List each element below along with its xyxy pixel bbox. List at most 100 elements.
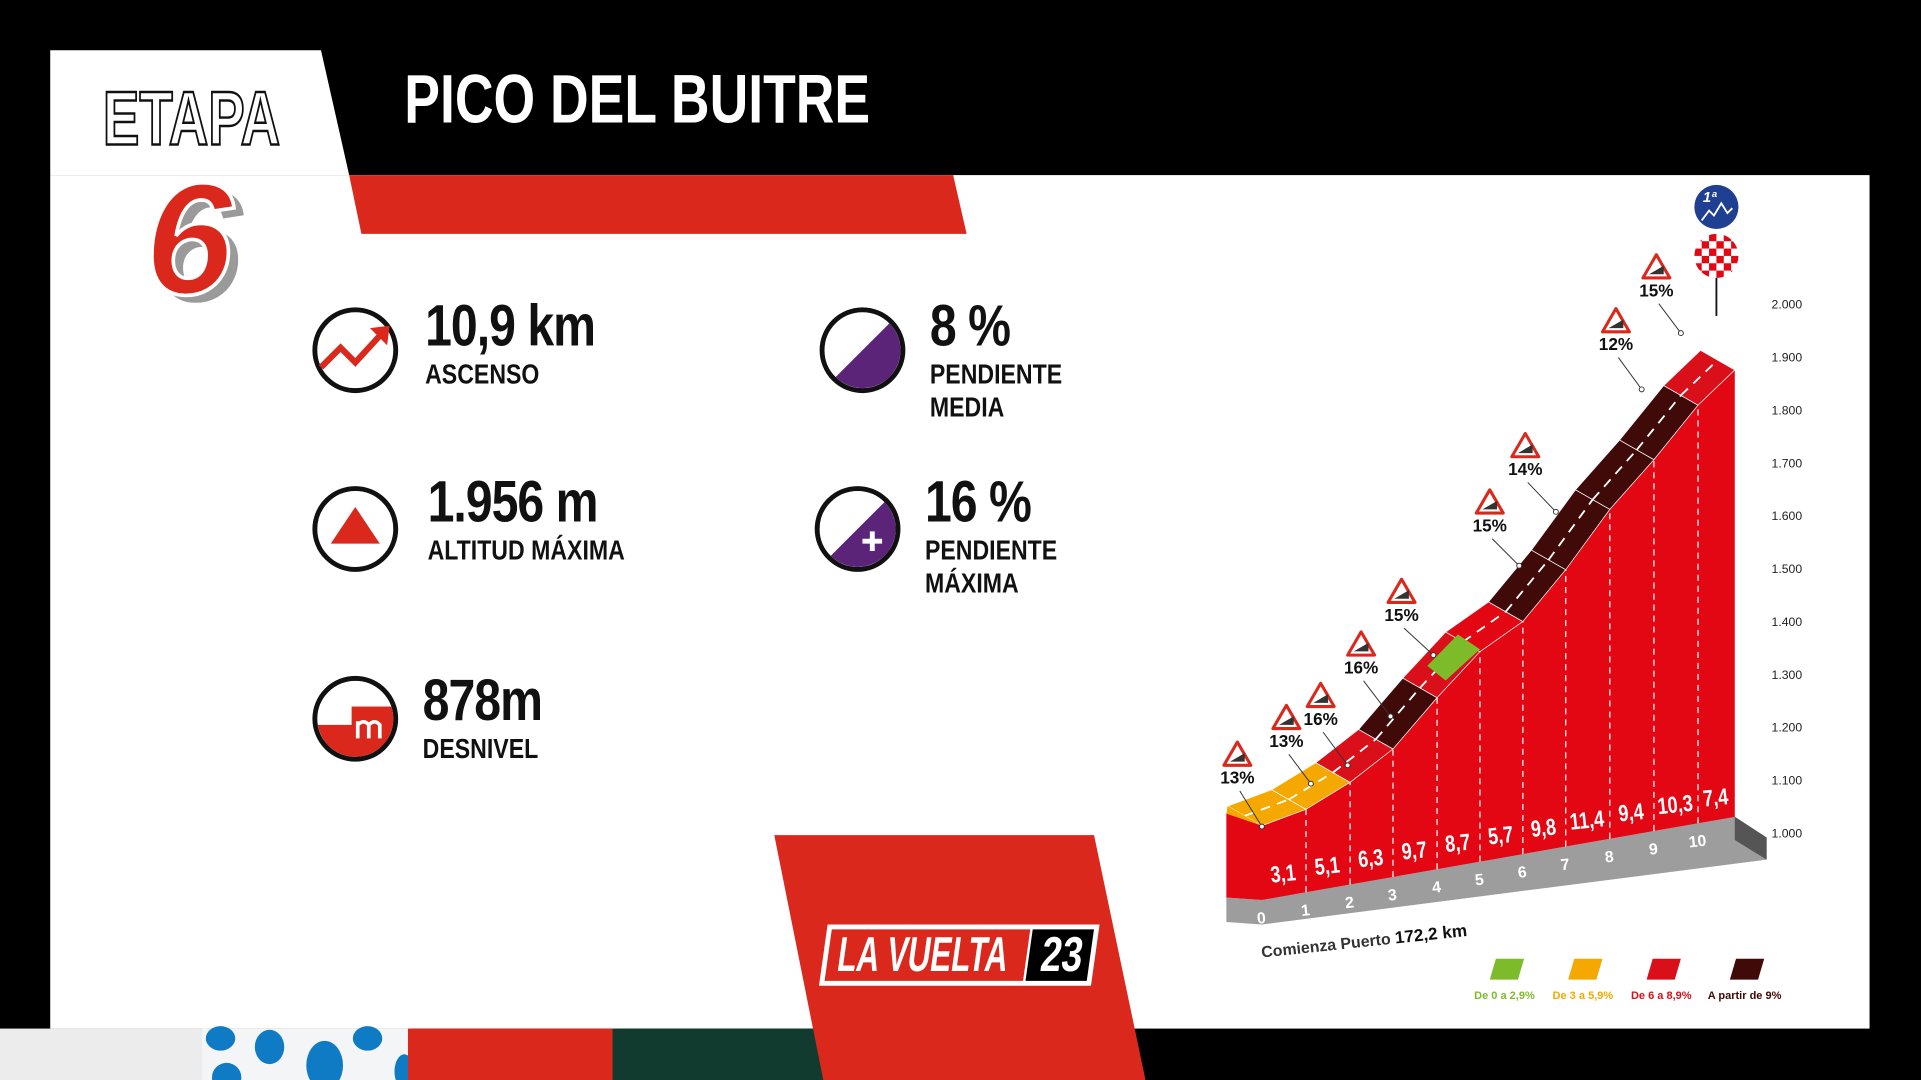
ramp-warning-sign: 14% bbox=[1508, 431, 1559, 515]
stat-elevation-gain: 878m DESNIVEL bbox=[422, 668, 569, 765]
road-centerline bbox=[1636, 394, 1682, 451]
road-centerline bbox=[1504, 559, 1550, 613]
ramp-percent-label: 13% bbox=[1220, 768, 1254, 788]
stage-tab bbox=[50, 50, 350, 176]
footer-red-block bbox=[407, 1028, 617, 1080]
ramp-warning-sign: 13% bbox=[1269, 703, 1314, 787]
stat-value: 10,9 km bbox=[425, 293, 596, 359]
profile-base-end bbox=[1734, 816, 1767, 860]
ramp-warning-sign: 13% bbox=[1220, 740, 1265, 830]
legend-item: De 3 a 5,9% bbox=[1553, 958, 1614, 1002]
altitude-tick-label: 1.500 bbox=[1772, 562, 1803, 576]
page-title: PICO DEL BUITRE bbox=[404, 60, 871, 138]
gradient-icon bbox=[819, 307, 906, 394]
altitude-tick-label: 1.200 bbox=[1772, 721, 1803, 735]
ramp-warning-sign: 15% bbox=[1384, 577, 1437, 659]
stat-label: ASCENSO bbox=[425, 357, 540, 390]
legend-swatch bbox=[1489, 958, 1525, 980]
trend-up-icon bbox=[312, 307, 399, 394]
legend-swatch bbox=[1568, 958, 1603, 980]
segment-gradient-label: 5,1 bbox=[1313, 852, 1341, 880]
segment-gradient-label: 9,8 bbox=[1530, 814, 1558, 842]
km-tick-label: 1 bbox=[1300, 902, 1311, 920]
road-centerline bbox=[1547, 499, 1594, 561]
title-red-bar bbox=[349, 175, 967, 234]
legend-item: De 0 a 2,9% bbox=[1474, 958, 1535, 1002]
stat-label: PENDIENTE MÁXIMA bbox=[924, 533, 1058, 599]
ramp-warning-sign: 12% bbox=[1599, 307, 1645, 393]
legend-label: De 6 a 8,9% bbox=[1631, 990, 1692, 1002]
footer-gray-block bbox=[0, 1028, 206, 1080]
road-centerline bbox=[1680, 359, 1719, 397]
road-centerline bbox=[1244, 798, 1290, 817]
altitude-tick-label: 1.700 bbox=[1772, 456, 1803, 470]
stat-label: DESNIVEL bbox=[422, 732, 539, 765]
stat-label: PENDIENTE MEDIA bbox=[929, 357, 1063, 423]
legend-swatch bbox=[1729, 958, 1765, 980]
altitude-tick-label: 2.000 bbox=[1772, 298, 1803, 312]
km-tick-label: 2 bbox=[1344, 894, 1355, 912]
legend-label: De 3 a 5,9% bbox=[1553, 990, 1614, 1002]
km-tick-label: 8 bbox=[1604, 849, 1615, 867]
stat-value: 8 % bbox=[929, 293, 1011, 359]
stat-max-gradient: 16 % PENDIENTE MÁXIMA bbox=[924, 470, 1109, 600]
segment-gradient-label: 8,7 bbox=[1444, 829, 1472, 857]
segment-gradient-label: 3,1 bbox=[1269, 860, 1297, 888]
segment-gradient-label: 11,4 bbox=[1569, 806, 1606, 835]
ramp-warning-sign: 16% bbox=[1304, 681, 1351, 769]
stat-ascent: 10,9 km ASCENSO bbox=[425, 296, 632, 390]
km-tick-label: 10 bbox=[1688, 833, 1708, 852]
legend-label: A partir de 9% bbox=[1708, 990, 1782, 1002]
ramp-percent-label: 12% bbox=[1599, 334, 1633, 354]
ramp-percent-label: 16% bbox=[1304, 709, 1338, 729]
altitude-tick-label: 1.100 bbox=[1772, 774, 1803, 788]
legend-swatch bbox=[1646, 958, 1681, 980]
km-tick-label: 5 bbox=[1474, 872, 1485, 890]
ramp-percent-label: 14% bbox=[1508, 459, 1542, 479]
ramp-percent-label: 16% bbox=[1344, 657, 1378, 677]
ramp-percent-label: 15% bbox=[1639, 280, 1673, 300]
segment-gradient-label: 5,7 bbox=[1487, 822, 1515, 850]
flat-section bbox=[1427, 634, 1480, 681]
legend-item: A partir de 9% bbox=[1708, 958, 1782, 1002]
stat-value: 1.956 m bbox=[427, 470, 599, 536]
stat-value: 878m bbox=[422, 668, 543, 734]
stage-word: ETAPA bbox=[102, 76, 281, 163]
stat-label: ALTITUD MÁXIMA bbox=[427, 533, 625, 566]
altitude-tick-label: 1.900 bbox=[1772, 350, 1803, 364]
ramp-warning-sign: 15% bbox=[1639, 253, 1684, 337]
legend-label: De 0 a 2,9% bbox=[1474, 990, 1535, 1002]
altitude-tick-label: 1.400 bbox=[1772, 615, 1803, 629]
altitude-tick-label: 1.600 bbox=[1772, 509, 1803, 523]
km-tick-label: 7 bbox=[1560, 856, 1571, 874]
road-centerline bbox=[1591, 449, 1638, 501]
km-tick-label: 3 bbox=[1387, 887, 1398, 905]
segment-gradient-label: 9,7 bbox=[1400, 837, 1428, 865]
category-badge-icon: 1ª bbox=[1694, 184, 1739, 229]
legend-item: De 6 a 8,9% bbox=[1631, 958, 1692, 1002]
altitude-tick-label: 1.000 bbox=[1772, 827, 1803, 841]
stat-value: 16 % bbox=[924, 470, 1032, 536]
elevation-gain-icon bbox=[312, 675, 399, 762]
ramp-percent-label: 15% bbox=[1384, 605, 1418, 625]
segment-gradient-label: 7,4 bbox=[1702, 784, 1730, 812]
mountain-triangle-icon bbox=[312, 486, 399, 572]
stat-avg-gradient: 8 % PENDIENTE MEDIA bbox=[930, 296, 1114, 423]
profile-base bbox=[1226, 816, 1767, 925]
stage-number: 6 bbox=[143, 148, 235, 330]
stat-max-altitude: 1.956 m ALTITUD MÁXIMA bbox=[427, 470, 669, 567]
km-tick-label: 9 bbox=[1648, 841, 1659, 859]
start-label: Comienza Puerto 172,2 km bbox=[1260, 920, 1468, 961]
segment-gradient-label: 10,3 bbox=[1656, 791, 1694, 820]
segment-gradient-label: 9,4 bbox=[1617, 799, 1645, 827]
ramp-percent-label: 15% bbox=[1473, 515, 1507, 535]
altitude-tick-label: 1.300 bbox=[1772, 668, 1803, 682]
category-label: 1ª bbox=[1703, 190, 1717, 206]
road-centerline bbox=[1375, 687, 1421, 740]
km-tick-label: 0 bbox=[1256, 910, 1267, 928]
finish-flag-icon bbox=[1694, 233, 1739, 278]
ramp-percent-label: 13% bbox=[1269, 731, 1303, 751]
profile-front-face bbox=[1226, 369, 1735, 901]
footer-blue-dots bbox=[205, 1026, 415, 1080]
